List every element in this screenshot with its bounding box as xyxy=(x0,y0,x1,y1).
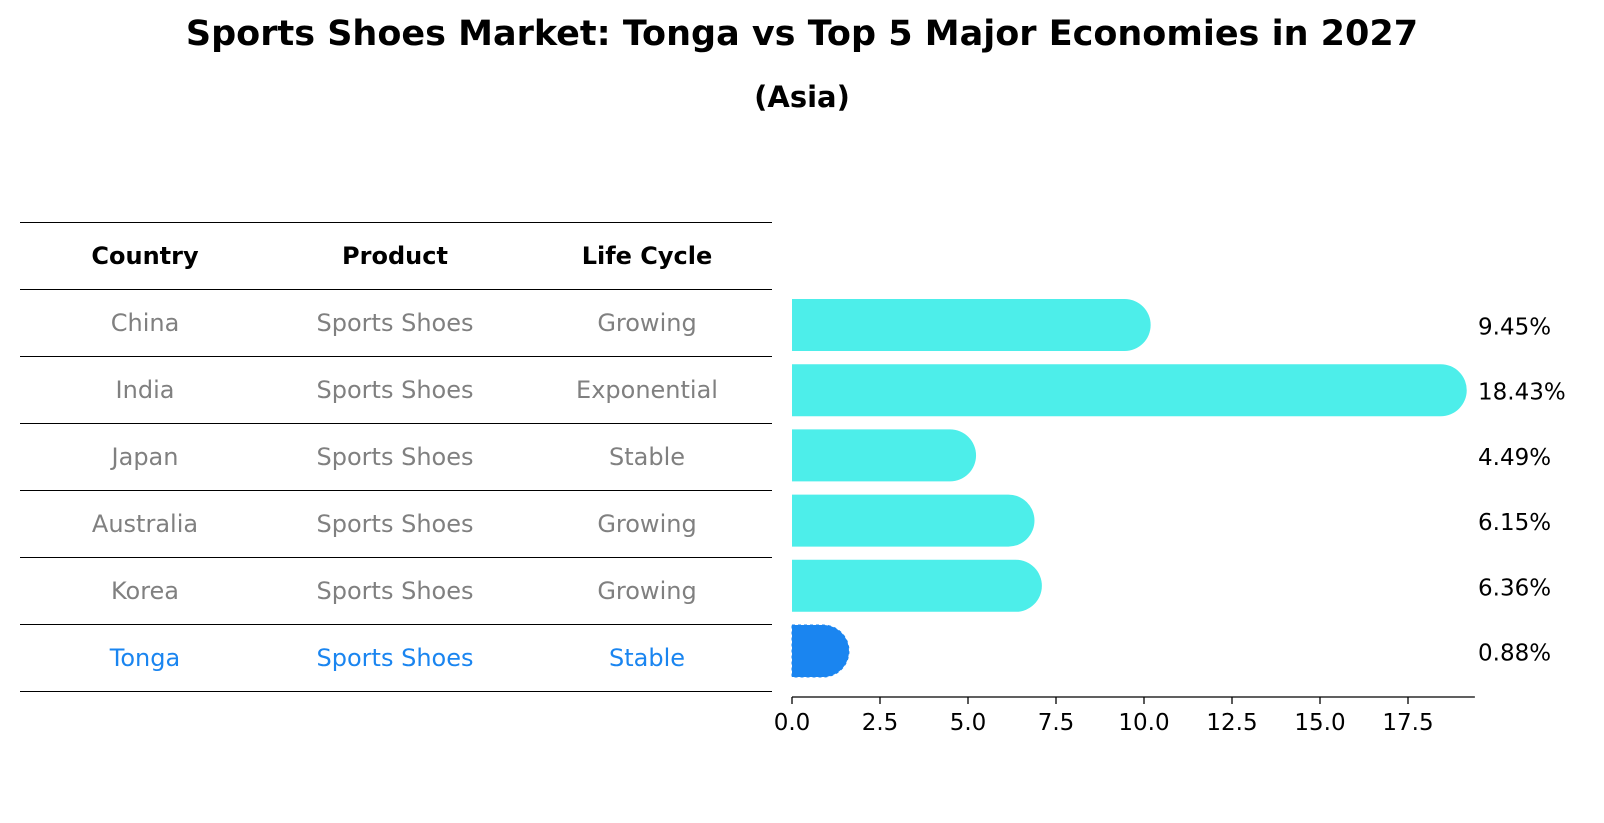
cell-country: Korea xyxy=(110,577,180,605)
chart-subtitle: (Asia) xyxy=(754,80,850,114)
header-life-cycle: Life Cycle xyxy=(581,242,713,270)
value-label: 6.36% xyxy=(1478,575,1551,601)
table-row: Japan Sports Shoes Stable xyxy=(20,423,772,490)
cell-life-cycle: Growing xyxy=(597,510,697,538)
table-row: India Sports Shoes Exponential xyxy=(20,356,772,423)
x-tick-label: 2.5 xyxy=(862,710,899,736)
value-label: 18.43% xyxy=(1478,380,1566,406)
cell-country: Tonga xyxy=(109,644,181,672)
cell-country: Japan xyxy=(111,443,179,471)
cell-life-cycle: Growing xyxy=(597,577,697,605)
chart-title: Sports Shoes Market: Tonga vs Top 5 Majo… xyxy=(185,14,1419,54)
value-label: 9.45% xyxy=(1478,315,1551,341)
header-product: Product xyxy=(342,242,448,270)
x-tick-label: 5.0 xyxy=(950,710,987,736)
cell-product: Sports Shoes xyxy=(316,644,474,672)
cell-product: Sports Shoes xyxy=(316,443,474,471)
data-table: Country Product Life Cycle China Sports … xyxy=(20,222,772,692)
cell-product: Sports Shoes xyxy=(316,309,474,337)
x-tick-label: 10.0 xyxy=(1118,710,1169,736)
table-row-highlight: Tonga Sports Shoes Stable xyxy=(20,624,772,692)
x-tick-label: 15.0 xyxy=(1294,710,1345,736)
x-tick-label: 7.5 xyxy=(1038,710,1075,736)
bar-korea xyxy=(792,559,1042,612)
table-header-row: Country Product Life Cycle xyxy=(20,222,772,289)
value-label: 6.15% xyxy=(1478,510,1551,536)
cell-life-cycle: Exponential xyxy=(576,376,718,404)
cell-product: Sports Shoes xyxy=(316,510,474,538)
cell-life-cycle: Stable xyxy=(608,443,686,471)
cell-product: Sports Shoes xyxy=(316,376,474,404)
cell-country: Australia xyxy=(91,510,199,538)
x-tick-label: 0.0 xyxy=(774,710,811,736)
cell-country: India xyxy=(115,376,175,404)
cell-country: China xyxy=(110,309,180,337)
value-label: 0.88% xyxy=(1478,641,1551,667)
x-tick-label: 17.5 xyxy=(1382,710,1433,736)
cell-life-cycle: Stable xyxy=(608,644,686,672)
bar-china xyxy=(792,299,1151,351)
header-country: Country xyxy=(91,242,199,270)
table-row: Korea Sports Shoes Growing xyxy=(20,557,772,624)
bar-japan xyxy=(792,429,977,482)
bar-tonga xyxy=(791,624,850,678)
x-tick-label: 12.5 xyxy=(1206,710,1257,736)
table-row: Australia Sports Shoes Growing xyxy=(20,490,772,557)
cell-product: Sports Shoes xyxy=(316,577,474,605)
bar-india xyxy=(792,364,1467,417)
cell-life-cycle: Growing xyxy=(597,309,697,337)
value-label: 4.49% xyxy=(1478,445,1551,471)
table-row: China Sports Shoes Growing xyxy=(20,289,772,356)
bar-australia xyxy=(792,494,1035,547)
